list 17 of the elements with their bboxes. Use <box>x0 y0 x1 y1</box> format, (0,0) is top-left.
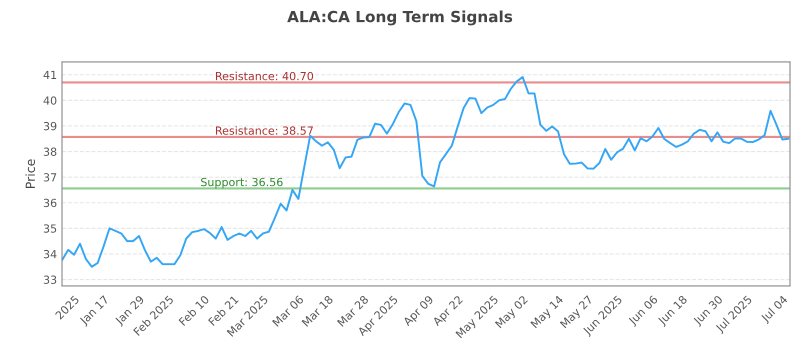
x-tick-label: Jul 04 <box>760 294 790 324</box>
chart-title: ALA:CA Long Term Signals <box>287 10 512 26</box>
ref-line-label: Resistance: 40.70 <box>216 72 314 80</box>
y-tick-label: 38 <box>44 148 56 156</box>
y-tick-label: 35 <box>44 224 56 233</box>
ref-line-label: Support: 36.56 <box>201 178 283 188</box>
y-tick-label: 34 <box>44 250 57 258</box>
y-tick-label: 39 <box>44 122 56 130</box>
y-tick-label: 37 <box>44 173 56 182</box>
ref-line-label: Resistance: 38.57 <box>216 126 313 135</box>
x-tick-label: Feb 10 <box>178 294 210 326</box>
y-tick-label: 41 <box>44 70 56 79</box>
y-tick-label: 33 <box>44 276 56 284</box>
y-tick-label: 40 <box>44 96 56 105</box>
x-tick-label: Jan 17 <box>78 295 110 327</box>
y-tick-label: 36 <box>44 198 56 208</box>
y-axis-title: Price <box>25 159 36 188</box>
